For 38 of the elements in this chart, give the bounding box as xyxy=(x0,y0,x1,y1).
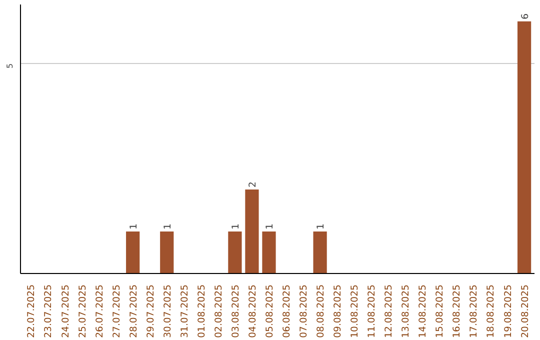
x-tick-label: 27.07.2025 xyxy=(111,284,122,338)
x-tick-label: 06.08.2025 xyxy=(282,284,293,338)
x-tick-label: 04.08.2025 xyxy=(247,284,258,338)
data-label: 6 xyxy=(520,13,531,20)
x-tick-label: 18.08.2025 xyxy=(486,284,497,338)
x-tick-label: 12.08.2025 xyxy=(384,284,395,338)
x-tick-label: 10.08.2025 xyxy=(350,284,361,338)
x-tick-label: 20.08.2025 xyxy=(520,284,531,338)
data-label: 1 xyxy=(230,223,242,230)
data-label: 1 xyxy=(162,223,174,230)
x-tick-label: 16.08.2025 xyxy=(452,284,463,338)
y-tick-label: 5 xyxy=(6,63,14,68)
x-tick-label: 28.07.2025 xyxy=(128,284,140,338)
x-tick-label: 30.07.2025 xyxy=(162,284,174,338)
x-tick-label: 09.08.2025 xyxy=(332,284,344,338)
x-tick-label: 11.08.2025 xyxy=(366,284,378,338)
data-label: 2 xyxy=(247,182,258,188)
x-tick-label: 25.07.2025 xyxy=(77,284,88,338)
x-tick-label: 14.08.2025 xyxy=(418,284,429,338)
x-tick-label: 02.08.2025 xyxy=(213,284,224,338)
x-tick-label: 03.08.2025 xyxy=(230,284,242,338)
x-tick-label: 13.08.2025 xyxy=(400,284,412,338)
x-tick-label: 08.08.2025 xyxy=(316,284,327,338)
x-tick-label: 19.08.2025 xyxy=(502,284,514,338)
x-tick-label: 07.08.2025 xyxy=(298,284,310,338)
x-tick-label: 15.08.2025 xyxy=(434,284,446,338)
x-tick-label: 31.07.2025 xyxy=(179,284,190,338)
x-tick-label: 24.07.2025 xyxy=(60,284,72,338)
x-tick-label: 29.07.2025 xyxy=(145,284,156,338)
x-tick-label: 01.08.2025 xyxy=(196,284,208,338)
data-label: 1 xyxy=(128,223,140,230)
data-label: 1 xyxy=(264,223,276,230)
x-tick-label: 26.07.2025 xyxy=(94,284,106,338)
x-tick-label: 17.08.2025 xyxy=(468,284,480,338)
data-label: 1 xyxy=(316,223,327,230)
x-tick-label: 23.07.2025 xyxy=(43,284,54,338)
x-tick-label: 05.08.2025 xyxy=(264,284,276,338)
x-tick-label: 22.07.2025 xyxy=(26,284,38,338)
